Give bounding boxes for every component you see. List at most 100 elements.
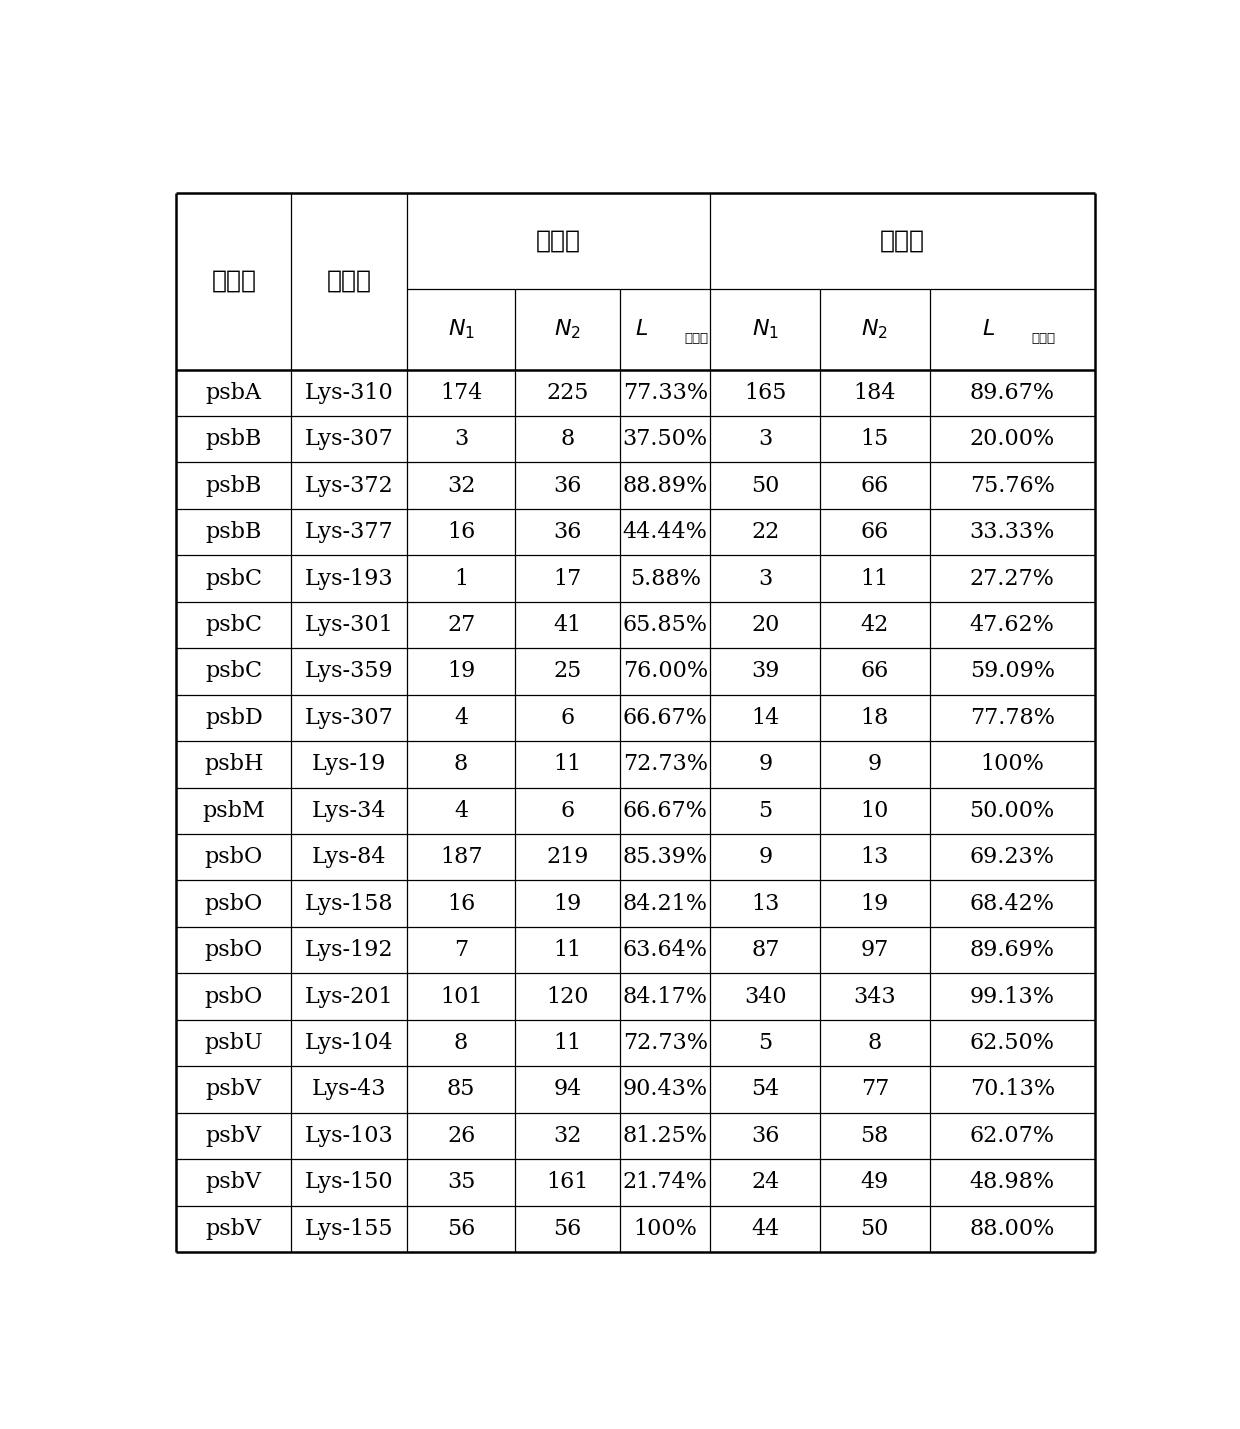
Text: 13: 13: [751, 893, 780, 915]
Text: $L$: $L$: [635, 319, 647, 340]
Text: 89.69%: 89.69%: [970, 939, 1055, 962]
Text: 184: 184: [853, 382, 897, 404]
Text: 70.13%: 70.13%: [970, 1079, 1055, 1100]
Text: 174: 174: [440, 382, 482, 404]
Text: 3: 3: [454, 429, 469, 450]
Text: 44: 44: [751, 1218, 780, 1240]
Text: 11: 11: [553, 1032, 582, 1055]
Text: 17: 17: [553, 567, 582, 590]
Text: 66.67%: 66.67%: [622, 800, 708, 822]
Text: Lys-307: Lys-307: [305, 429, 393, 450]
Text: psbO: psbO: [205, 939, 263, 962]
Text: Lys-34: Lys-34: [312, 800, 387, 822]
Text: 8: 8: [868, 1032, 882, 1055]
Text: 11: 11: [861, 567, 889, 590]
Text: 66: 66: [861, 522, 889, 543]
Text: 340: 340: [744, 986, 786, 1007]
Text: 赖氨酸: 赖氨酸: [326, 270, 372, 293]
Text: 120: 120: [547, 986, 589, 1007]
Text: 63.64%: 63.64%: [622, 939, 708, 962]
Text: 75.76%: 75.76%: [970, 474, 1055, 497]
Text: Lys-372: Lys-372: [305, 474, 393, 497]
Text: 39: 39: [751, 660, 780, 683]
Text: 161: 161: [547, 1172, 589, 1193]
Text: 16: 16: [446, 522, 475, 543]
Text: 84.21%: 84.21%: [622, 893, 708, 915]
Text: 56: 56: [553, 1218, 582, 1240]
Text: 蛋白质: 蛋白质: [211, 270, 257, 293]
Text: $N_2$: $N_2$: [554, 317, 582, 342]
Text: 16: 16: [446, 893, 475, 915]
Text: 87: 87: [751, 939, 780, 962]
Text: Lys-193: Lys-193: [305, 567, 393, 590]
Text: psbV: psbV: [206, 1172, 262, 1193]
Text: psbU: psbU: [205, 1032, 263, 1055]
Text: 35: 35: [446, 1172, 475, 1193]
Text: 225: 225: [547, 382, 589, 404]
Text: psbO: psbO: [205, 986, 263, 1007]
Text: 14: 14: [751, 707, 780, 729]
Text: 4: 4: [454, 707, 469, 729]
Text: 22: 22: [751, 522, 780, 543]
Text: 15: 15: [861, 429, 889, 450]
Text: 85.39%: 85.39%: [622, 846, 708, 869]
Text: 9: 9: [868, 753, 882, 776]
Text: 68.42%: 68.42%: [970, 893, 1055, 915]
Text: 11: 11: [553, 939, 582, 962]
Text: psbB: psbB: [206, 522, 262, 543]
Text: 47.62%: 47.62%: [970, 614, 1055, 636]
Text: psbC: psbC: [206, 614, 263, 636]
Text: 41: 41: [553, 614, 582, 636]
Text: 343: 343: [853, 986, 897, 1007]
Text: 赖氨酸: 赖氨酸: [1032, 332, 1055, 344]
Text: Lys-155: Lys-155: [305, 1218, 393, 1240]
Text: 13: 13: [861, 846, 889, 869]
Text: 77: 77: [861, 1079, 889, 1100]
Text: 42: 42: [861, 614, 889, 636]
Text: 3: 3: [758, 429, 773, 450]
Text: Lys-301: Lys-301: [305, 614, 393, 636]
Text: psbC: psbC: [206, 660, 263, 683]
Text: 3: 3: [758, 567, 773, 590]
Text: psbO: psbO: [205, 893, 263, 915]
Text: 90.43%: 90.43%: [622, 1079, 708, 1100]
Text: 20: 20: [751, 614, 780, 636]
Text: 9: 9: [758, 753, 773, 776]
Text: 6: 6: [560, 707, 575, 729]
Text: 97: 97: [861, 939, 889, 962]
Text: psbV: psbV: [206, 1125, 262, 1147]
Text: 88.89%: 88.89%: [622, 474, 708, 497]
Text: $N_2$: $N_2$: [862, 317, 888, 342]
Text: 24: 24: [751, 1172, 780, 1193]
Text: 6: 6: [560, 800, 575, 822]
Text: 19: 19: [861, 893, 889, 915]
Text: 赖氨酸: 赖氨酸: [684, 332, 708, 344]
Text: 219: 219: [547, 846, 589, 869]
Text: 48.98%: 48.98%: [970, 1172, 1055, 1193]
Text: 5.88%: 5.88%: [630, 567, 701, 590]
Text: 25: 25: [553, 660, 582, 683]
Text: 11: 11: [553, 753, 582, 776]
Text: 8: 8: [560, 429, 575, 450]
Text: Lys-104: Lys-104: [305, 1032, 393, 1055]
Text: 62.50%: 62.50%: [970, 1032, 1055, 1055]
Text: 187: 187: [440, 846, 482, 869]
Text: 19: 19: [553, 893, 582, 915]
Text: Lys-201: Lys-201: [305, 986, 393, 1007]
Text: 88.00%: 88.00%: [970, 1218, 1055, 1240]
Text: Lys-192: Lys-192: [305, 939, 393, 962]
Text: 99.13%: 99.13%: [970, 986, 1055, 1007]
Text: psbA: psbA: [206, 382, 262, 404]
Text: psbC: psbC: [206, 567, 263, 590]
Text: psbB: psbB: [206, 429, 262, 450]
Text: 5: 5: [758, 800, 773, 822]
Text: 10: 10: [861, 800, 889, 822]
Text: 77.78%: 77.78%: [970, 707, 1055, 729]
Text: Lys-377: Lys-377: [305, 522, 393, 543]
Text: 100%: 100%: [981, 753, 1044, 776]
Text: 19: 19: [446, 660, 475, 683]
Text: 77.33%: 77.33%: [622, 382, 708, 404]
Text: 36: 36: [553, 474, 582, 497]
Text: 58: 58: [861, 1125, 889, 1147]
Text: 69.23%: 69.23%: [970, 846, 1055, 869]
